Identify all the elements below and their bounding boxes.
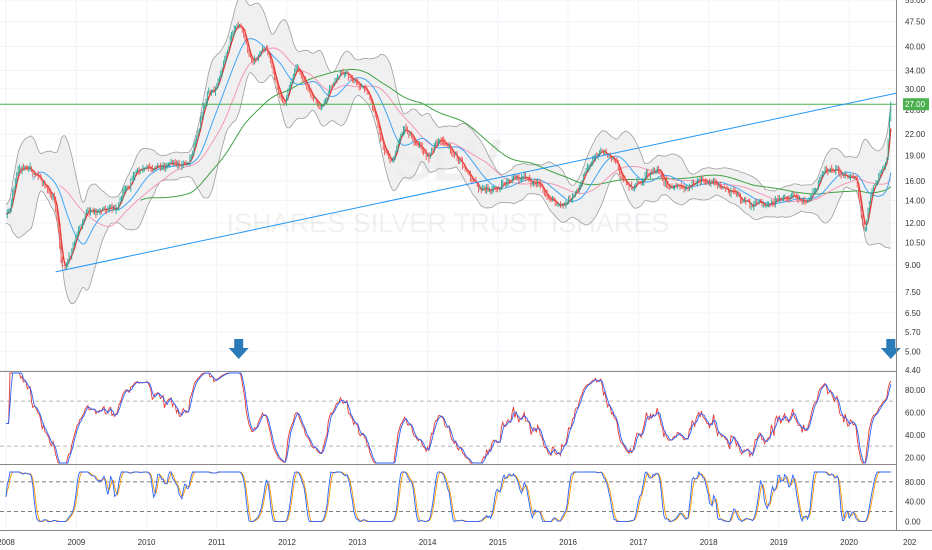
time-tick-label: 202 bbox=[903, 538, 917, 547]
time-tick-label: 2017 bbox=[630, 538, 648, 547]
price-tick-label: 12.00 bbox=[905, 219, 926, 228]
price-tick-label: 47.50 bbox=[905, 17, 926, 26]
time-tick-label: 2012 bbox=[278, 538, 296, 547]
price-tick-label: 34.00 bbox=[905, 66, 926, 75]
price-tick-label: 5.70 bbox=[905, 328, 921, 337]
rsi-tick-label: 20.00 bbox=[905, 453, 926, 462]
arrow-down-icon bbox=[228, 339, 249, 359]
arrow-down-icon bbox=[880, 339, 901, 359]
price-tick-label: 7.50 bbox=[905, 288, 921, 297]
time-tick-label: 2016 bbox=[559, 538, 577, 547]
time-tick-label: 2018 bbox=[700, 538, 718, 547]
rsi-tick-label: 40.00 bbox=[905, 431, 926, 440]
rsi-line bbox=[6, 372, 892, 464]
time-tick-label: 2011 bbox=[208, 538, 226, 547]
stochastic-panel bbox=[0, 470, 896, 523]
stoch-tick-label: 40.00 bbox=[905, 498, 926, 507]
price-tick-label: 16.00 bbox=[905, 177, 926, 186]
time-tick-label: 2009 bbox=[67, 538, 85, 547]
last-price-label: 27.00 bbox=[905, 100, 926, 109]
rsi-panel bbox=[0, 372, 896, 464]
bollinger-upper-line bbox=[5, 0, 892, 206]
time-tick-label: 2010 bbox=[138, 538, 156, 547]
bollinger-band-fill bbox=[6, 0, 891, 304]
price-tick-label: 30.00 bbox=[905, 85, 926, 94]
moving-average-line bbox=[59, 47, 892, 228]
stoch-tick-label: 80.00 bbox=[905, 478, 926, 487]
price-axis: 55.00 47.50 40.00 34.00 30.00 26.00 22.00 19.00… bbox=[903, 0, 929, 527]
price-tick-label: 9.00 bbox=[905, 261, 921, 270]
time-tick-label: 2015 bbox=[489, 538, 507, 547]
rsi-tick-label: 80.00 bbox=[905, 386, 926, 395]
price-tick-label: 26.00 bbox=[905, 106, 926, 115]
price-tick-label: 4.40 bbox=[905, 366, 921, 375]
price-candles bbox=[6, 21, 892, 270]
price-grid bbox=[0, 0, 896, 529]
stoch-tick-label: 0.00 bbox=[905, 518, 921, 527]
time-tick-label: 2008 bbox=[0, 538, 15, 547]
time-tick-label: 2019 bbox=[770, 538, 788, 547]
price-tick-label: 55.00 bbox=[905, 0, 926, 5]
watermark-name: ISHARES SILVER TRUST ISHARES bbox=[227, 208, 670, 238]
price-tick-label: 5.00 bbox=[905, 347, 921, 356]
price-tick-label: 10.50 bbox=[905, 239, 926, 248]
time-tick-label: 2020 bbox=[840, 538, 858, 547]
rsi-signal-line bbox=[6, 372, 892, 464]
time-tick-label: 2013 bbox=[349, 538, 367, 547]
last-price-badge bbox=[903, 98, 929, 111]
price-tick-label: 40.00 bbox=[905, 43, 926, 52]
stoch-k-line bbox=[5, 470, 891, 523]
moving-average-line bbox=[32, 38, 892, 245]
price-tick-label: 14.00 bbox=[905, 196, 926, 205]
time-axis: 2008 2009 2010 2011 2012 2013 2014 2015 2016 2017… bbox=[0, 538, 917, 547]
price-tick-label: 22.00 bbox=[905, 130, 926, 139]
trend-line[interactable] bbox=[55, 92, 897, 273]
annotation-arrows bbox=[228, 339, 901, 359]
moving-average-line bbox=[140, 68, 892, 201]
price-tick-label: 19.00 bbox=[905, 152, 926, 161]
rsi-tick-label: 60.00 bbox=[905, 408, 926, 417]
time-tick-label: 2014 bbox=[419, 538, 437, 547]
bollinger-lower-line bbox=[5, 72, 891, 305]
price-tick-label: 6.50 bbox=[905, 309, 921, 318]
